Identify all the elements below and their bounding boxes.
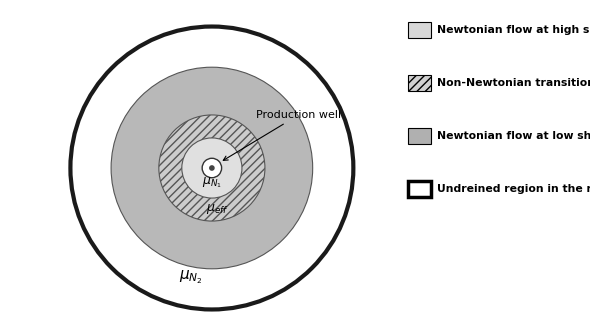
Circle shape	[210, 166, 214, 170]
Text: Production well: Production well	[223, 110, 341, 160]
Text: Non-Newtonian transition: Non-Newtonian transition	[437, 78, 590, 88]
Circle shape	[202, 158, 222, 178]
Text: Newtonian flow at low shear rates: Newtonian flow at low shear rates	[437, 131, 590, 141]
Circle shape	[159, 115, 265, 221]
Bar	[408, 22, 431, 38]
Text: Undreined region in the reservoir: Undreined region in the reservoir	[437, 184, 590, 194]
Text: Newtonian flow at high shear rates: Newtonian flow at high shear rates	[437, 25, 590, 35]
Circle shape	[182, 138, 242, 198]
Text: $\mu_{N_1}$: $\mu_{N_1}$	[202, 176, 222, 190]
Text: $\mu_{eff}$: $\mu_{eff}$	[206, 202, 228, 216]
Bar	[408, 181, 431, 197]
Circle shape	[70, 27, 353, 309]
Bar	[408, 75, 431, 91]
Circle shape	[111, 67, 313, 269]
Bar	[408, 128, 431, 144]
Text: $\mu_{N_2}$: $\mu_{N_2}$	[179, 269, 202, 286]
